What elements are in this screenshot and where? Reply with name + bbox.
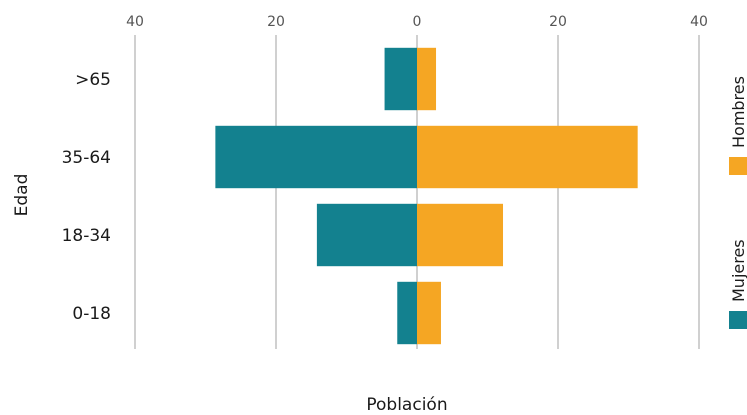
bar-mujeres->65: [384, 47, 417, 111]
x-tick-label: 20: [267, 14, 285, 30]
legend-swatch-mujeres: [729, 311, 747, 329]
y-category-label: 0-18: [72, 304, 111, 324]
bar-mujeres-0-18: [397, 281, 417, 345]
bar-mujeres-18-34: [316, 203, 417, 267]
x-tick-label: 20: [549, 14, 567, 30]
bar-hombres-18-34: [417, 203, 504, 267]
y-category-label: 35-64: [62, 148, 111, 168]
x-tick-label: 0: [413, 14, 422, 30]
x-axis-title: Población: [366, 395, 447, 415]
bars: [215, 47, 638, 345]
bar-hombres-0-18: [417, 281, 441, 345]
legend-swatch-hombres: [729, 157, 747, 175]
y-axis-title: Edad: [12, 174, 32, 217]
y-axis-categories: >65 35-64 18-34 0-18: [62, 70, 111, 324]
legend-label-mujeres: Mujeres: [729, 239, 747, 302]
x-tick-label: 40: [690, 14, 708, 30]
x-axis-ticks: 40 20 0 20 40: [126, 14, 708, 30]
legend-label-hombres: Hombres: [729, 76, 747, 148]
x-tick-label: 40: [126, 14, 144, 30]
legend: Hombres Mujeres: [729, 76, 747, 329]
bar-mujeres-35-64: [215, 125, 417, 189]
bar-hombres-35-64: [417, 125, 638, 189]
bar-hombres->65: [417, 47, 437, 111]
y-category-label: >65: [75, 70, 111, 90]
y-category-label: 18-34: [62, 226, 111, 246]
